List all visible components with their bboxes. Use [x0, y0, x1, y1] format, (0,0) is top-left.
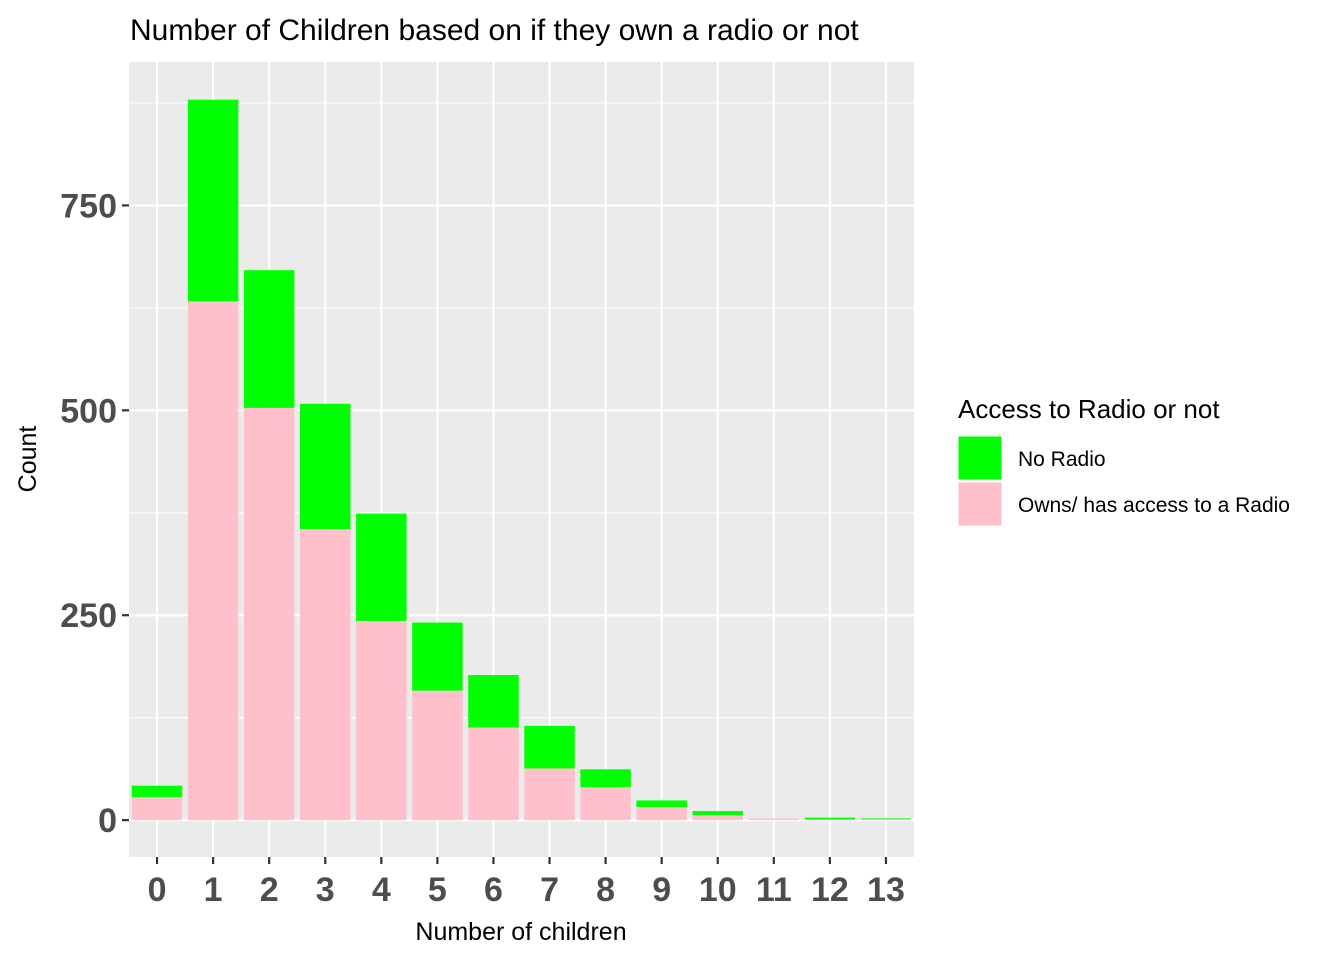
- bar-no-radio-2: [243, 270, 295, 408]
- bar-owns-radio-10: [692, 815, 743, 821]
- bar-owns-radio-12: [804, 819, 856, 821]
- x-tick-label: 6: [484, 871, 503, 909]
- x-axis: 0 1 2 3 4 5 6 7 8 9 10 11 12 13: [148, 857, 905, 909]
- y-tick-label: 250: [60, 597, 117, 635]
- x-tick-label: 5: [428, 871, 447, 909]
- bar-owns-radio-0: [131, 797, 183, 821]
- bar-owns-radio-9: [636, 807, 687, 821]
- x-tick-label: 7: [540, 871, 559, 909]
- bar-no-radio-10: [692, 811, 743, 816]
- x-tick-label: 9: [652, 871, 671, 909]
- bar-owns-radio-1: [187, 301, 239, 821]
- legend-title: Access to Radio or not: [958, 394, 1220, 424]
- bar-no-radio-1: [187, 99, 239, 302]
- legend-swatch: [957, 481, 1003, 527]
- y-tick-label: 500: [60, 392, 117, 430]
- x-tick-label: 8: [596, 871, 615, 909]
- x-tick-label: 11: [756, 871, 792, 909]
- bar-no-radio-7: [524, 725, 575, 769]
- x-tick-label: 0: [148, 871, 167, 909]
- legend-label: Owns/ has access to a Radio: [1018, 494, 1290, 517]
- bar-owns-radio-3: [300, 529, 351, 821]
- x-tick-label: 2: [260, 871, 279, 909]
- x-axis-title: Number of children: [415, 918, 626, 946]
- y-tick-label: 750: [60, 187, 117, 225]
- x-tick-label: 3: [316, 871, 335, 909]
- bar-owns-radio-2: [243, 407, 295, 821]
- bar-no-radio-12: [804, 817, 856, 820]
- bar-no-radio-0: [131, 785, 183, 798]
- bar-owns-radio-7: [524, 768, 575, 821]
- bar-owns-radio-6: [468, 727, 519, 821]
- x-tick-label: 4: [372, 871, 391, 909]
- y-tick-label: 0: [98, 802, 117, 840]
- bar-owns-radio-13: [860, 819, 912, 821]
- bars-group: [131, 99, 912, 821]
- bar-no-radio-9: [636, 800, 687, 808]
- bar-no-radio-13: [860, 818, 912, 820]
- bar-owns-radio-11: [748, 818, 800, 821]
- legend-label: No Radio: [1018, 448, 1106, 471]
- y-axis: 0 250 500 750: [60, 187, 129, 840]
- bar-no-radio-3: [300, 403, 351, 530]
- bar-no-radio-5: [412, 622, 463, 691]
- y-axis-title: Count: [14, 426, 42, 493]
- bar-owns-radio-4: [356, 620, 407, 821]
- legend-swatch: [957, 435, 1003, 481]
- x-tick-label: 12: [811, 871, 849, 909]
- legend: Access to Radio or not No Radio Owns/ has…: [957, 394, 1290, 527]
- x-tick-label: 10: [699, 871, 737, 909]
- bar-no-radio-6: [468, 675, 519, 728]
- bar-owns-radio-5: [412, 690, 463, 821]
- chart-title: Number of Children based on if they own …: [130, 14, 859, 47]
- bar-owns-radio-8: [580, 787, 631, 821]
- bar-no-radio-8: [580, 769, 631, 788]
- x-tick-label: 13: [867, 871, 905, 909]
- x-tick-label: 1: [204, 871, 223, 909]
- bar-no-radio-4: [356, 513, 407, 621]
